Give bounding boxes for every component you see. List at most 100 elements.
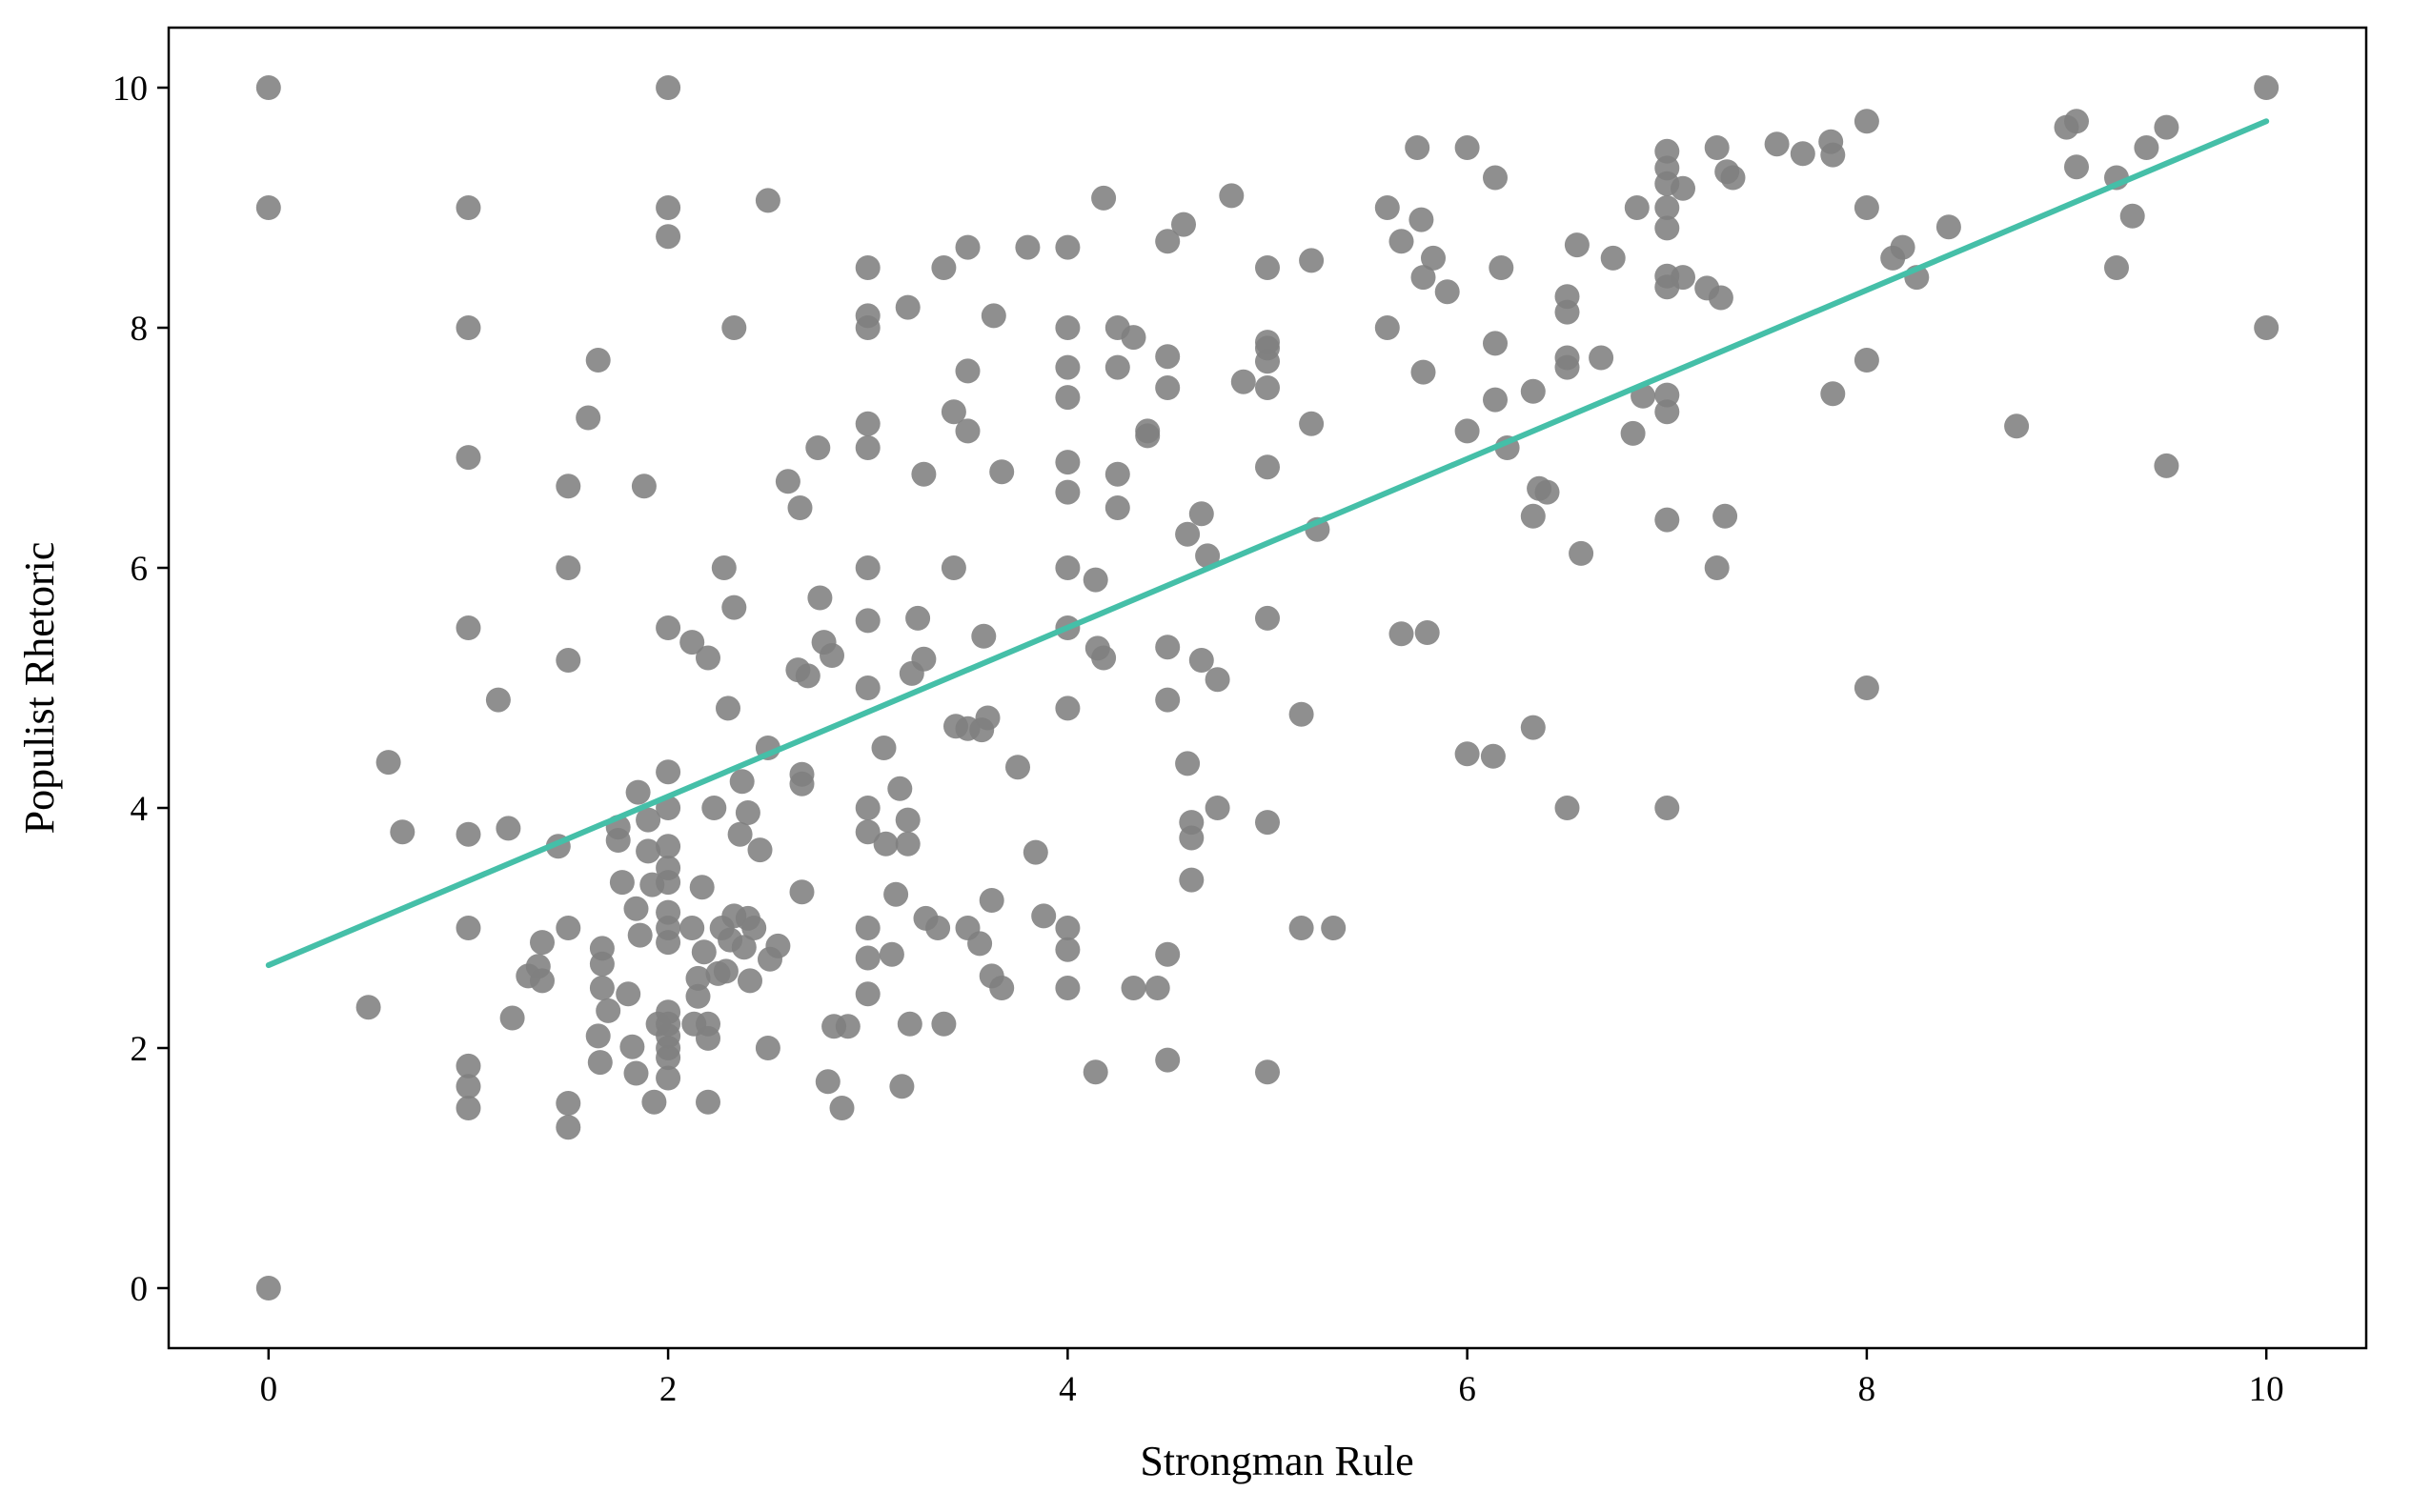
data-point: [2119, 203, 2145, 229]
y-tick-label: 4: [131, 790, 149, 829]
data-point: [1015, 234, 1041, 260]
data-point: [1055, 937, 1081, 962]
data-point: [1454, 135, 1480, 160]
data-point: [835, 1014, 861, 1039]
data-point: [696, 645, 720, 671]
data-point: [911, 646, 937, 672]
data-point: [1104, 461, 1130, 487]
data-point: [1454, 741, 1480, 767]
data-point: [1820, 381, 1846, 407]
data-point: [1091, 185, 1117, 211]
data-point: [1195, 543, 1221, 569]
data-point: [1055, 555, 1081, 580]
data-point: [979, 888, 1004, 913]
data-point: [1205, 796, 1230, 820]
data-point: [1421, 245, 1446, 271]
data-point: [855, 608, 881, 634]
data-point: [721, 315, 747, 340]
data-point: [989, 459, 1015, 485]
data-point: [967, 931, 993, 957]
data-point: [2064, 154, 2089, 180]
data-point: [1055, 976, 1081, 1000]
data-point: [619, 1034, 645, 1059]
data-point: [855, 555, 881, 580]
data-point: [656, 870, 681, 896]
data-point: [499, 1005, 525, 1031]
data-point: [1055, 315, 1081, 340]
data-point: [1175, 751, 1201, 776]
data-point: [1188, 648, 1214, 673]
data-point: [895, 294, 921, 320]
data-point: [1155, 635, 1181, 660]
data-point: [897, 1011, 922, 1037]
data-point: [656, 1065, 681, 1091]
data-point: [1083, 567, 1108, 593]
data-point: [787, 495, 813, 520]
data-point: [1288, 916, 1314, 940]
data-point: [1145, 976, 1170, 1000]
data-point: [820, 643, 844, 668]
data-point: [716, 696, 740, 721]
data-point: [941, 399, 966, 425]
data-point: [2254, 315, 2279, 340]
data-point: [1589, 345, 1614, 371]
x-tick-label: 0: [260, 1370, 278, 1409]
data-point: [1374, 315, 1400, 340]
data-point: [1179, 867, 1205, 893]
data-point: [1854, 675, 1879, 700]
data-point: [941, 555, 966, 580]
data-point: [1854, 195, 1879, 220]
data-point: [1708, 285, 1733, 311]
data-point: [855, 255, 881, 280]
data-point: [1299, 248, 1325, 273]
data-point: [1005, 755, 1030, 780]
data-point: [1255, 375, 1280, 400]
data-point: [605, 828, 631, 853]
data-point: [789, 879, 815, 905]
data-point: [689, 875, 715, 900]
y-tick-label: 6: [131, 550, 149, 589]
data-point: [955, 358, 981, 384]
data-point: [456, 821, 481, 847]
data-point: [1410, 265, 1436, 291]
data-point: [855, 819, 881, 845]
data-point: [1554, 796, 1580, 820]
data-point: [355, 995, 381, 1020]
data-point: [738, 968, 762, 994]
data-point: [556, 1091, 581, 1116]
data-point: [1890, 234, 1915, 260]
data-point: [879, 941, 904, 967]
data-point: [1023, 839, 1048, 865]
data-point: [627, 922, 653, 948]
data-point: [641, 1089, 667, 1115]
data-point: [656, 195, 681, 220]
data-point: [530, 930, 555, 956]
data-point: [1654, 195, 1680, 220]
data-point: [1031, 903, 1057, 929]
data-point: [1374, 195, 1400, 220]
data-point: [1720, 165, 1746, 191]
data-point: [989, 976, 1015, 1000]
data-point: [871, 736, 897, 760]
y-axis-label: Populist Rhetoric: [16, 542, 63, 835]
data-point: [587, 1050, 613, 1076]
data-point: [696, 1089, 720, 1115]
data-point: [931, 1011, 957, 1037]
data-point: [747, 837, 773, 863]
data-point: [1408, 207, 1434, 232]
data-point: [1083, 1059, 1108, 1085]
data-point: [1055, 696, 1081, 721]
data-point: [1121, 325, 1146, 351]
data-point: [1255, 349, 1280, 374]
data-point: [656, 834, 681, 859]
data-point: [855, 916, 881, 940]
data-point: [1171, 212, 1196, 237]
data-point: [815, 1069, 841, 1095]
data-point: [1155, 687, 1181, 713]
data-point: [1790, 141, 1815, 167]
data-point: [721, 595, 747, 620]
data-point: [609, 870, 635, 896]
data-point: [1055, 354, 1081, 380]
x-tick-label: 8: [1858, 1370, 1876, 1409]
data-point: [1935, 214, 1961, 240]
